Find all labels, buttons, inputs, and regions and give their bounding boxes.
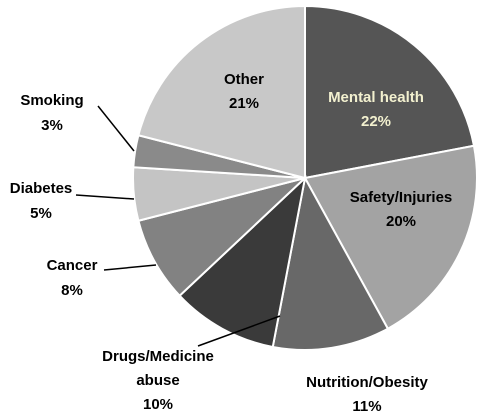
slice-name-drugs-medicine-abuse-line1: Drugs/Medicine [102, 348, 214, 365]
leader-line-smoking [97, 105, 135, 152]
slice-value-mental-health: 22% [361, 113, 391, 130]
leader-line-drugs-medicine-abuse [197, 315, 281, 347]
pie-slice-nutrition-obesity [271, 175, 390, 351]
pie-slice-safety-injuries [303, 144, 478, 331]
slice-name-nutrition-obesity: Nutrition/Obesity [306, 374, 428, 391]
leader-line-cancer [103, 264, 157, 271]
slice-value-drugs-medicine-abuse: 10% [143, 396, 173, 413]
pie-slice-mental-health [304, 4, 476, 180]
leader-line-diabetes [75, 194, 135, 200]
slice-name-other: Other [224, 71, 264, 88]
slice-value-other: 21% [229, 95, 259, 112]
slice-value-safety-injuries: 20% [386, 213, 416, 230]
slice-name-mental-health: Mental health [328, 89, 424, 106]
pie-slice-drugs-medicine-abuse [178, 175, 307, 349]
slice-name-smoking: Smoking [20, 92, 83, 109]
slice-name-drugs-medicine-abuse-line2: abuse [136, 372, 179, 389]
slice-name-cancer: Cancer [47, 257, 98, 274]
pie-slice-other [137, 4, 306, 180]
slice-name-safety-injuries: Safety/Injuries [350, 189, 453, 206]
slice-value-cancer: 8% [61, 282, 83, 299]
slice-value-smoking: 3% [41, 117, 63, 134]
slice-value-diabetes: 5% [30, 205, 52, 222]
slice-value-nutrition-obesity: 11% [352, 398, 381, 415]
slice-name-diabetes: Diabetes [10, 180, 73, 197]
